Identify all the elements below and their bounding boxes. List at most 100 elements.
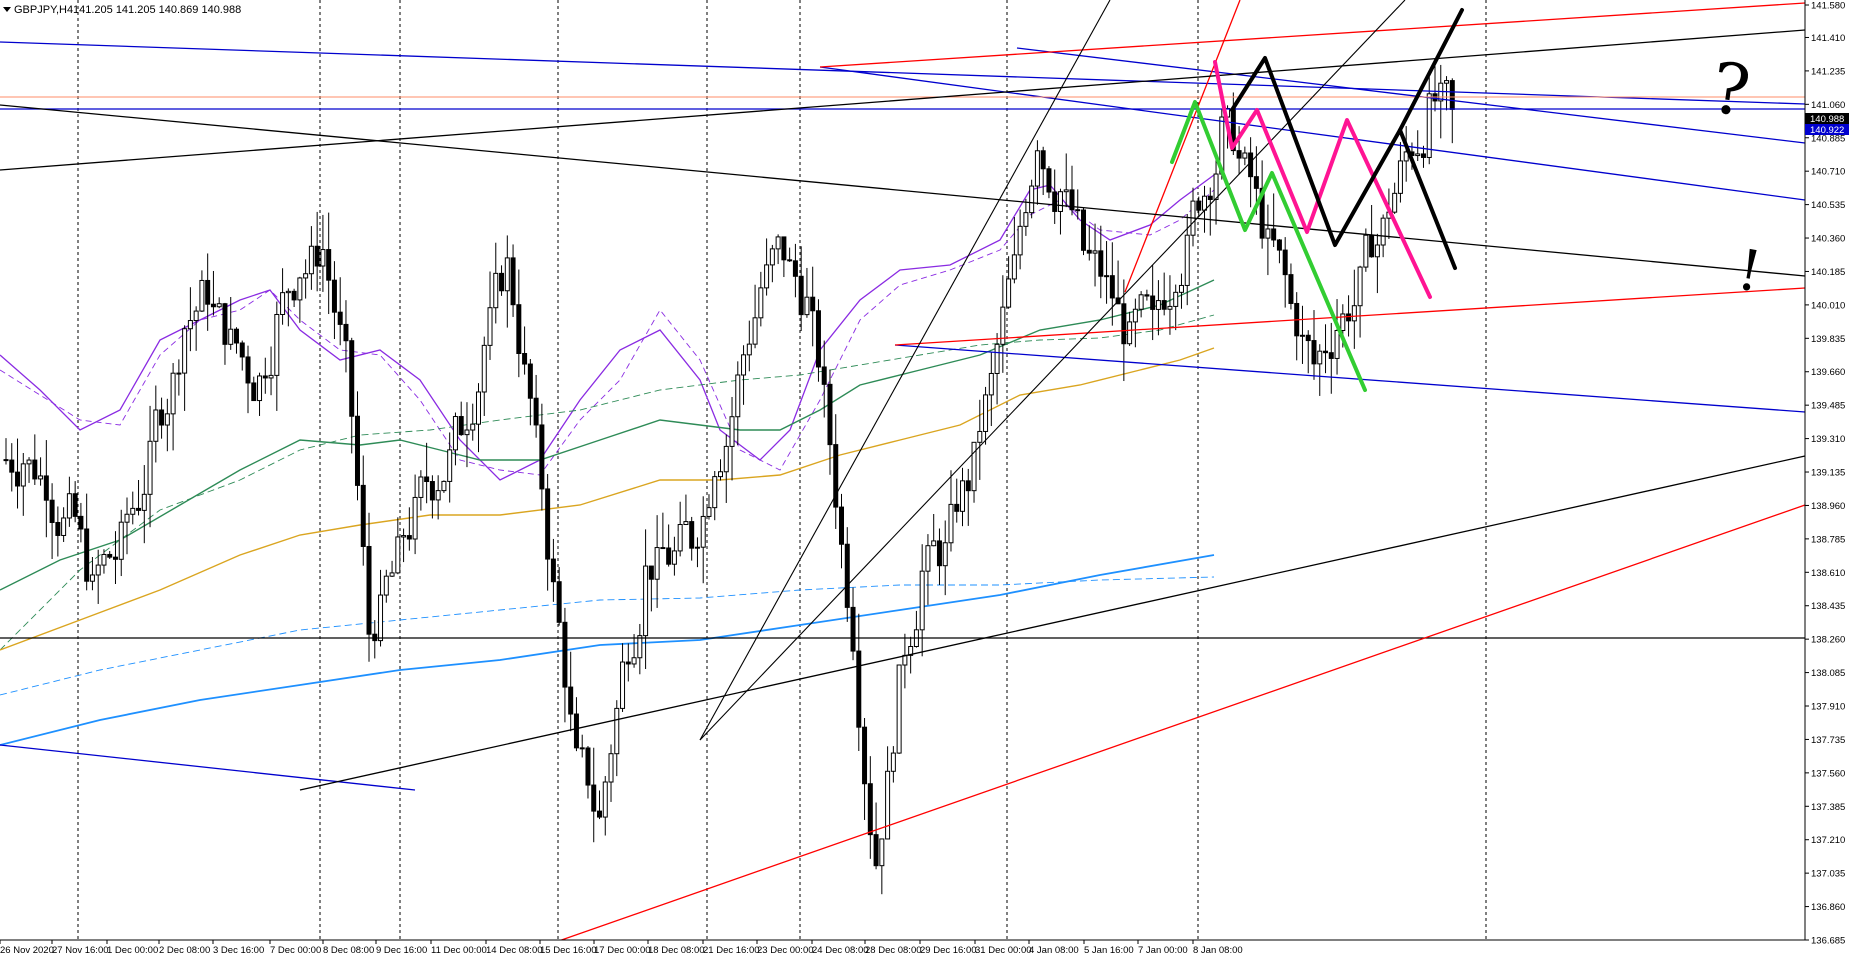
candle-body [1357,266,1363,307]
candle-body [475,391,481,425]
candle-body [516,304,522,354]
candle-body [429,481,435,501]
candle-body [1202,195,1208,211]
candle-body [718,471,723,478]
candle-body [395,536,401,574]
y-tick-label: 138.085 [1811,668,1845,679]
candle-body [815,310,821,368]
candle-body [1265,228,1271,239]
projection-green [1170,100,1367,392]
candle-body [608,753,614,783]
candle-body [700,515,706,548]
ohlc-values: 141.205 141.205 140.869 140.988 [73,4,241,16]
trend-blue-lower [894,344,1806,413]
candle-body [666,547,672,565]
trend-blue-bottom-left [0,744,416,791]
y-tick-label: 138.260 [1811,635,1845,646]
candle-body [481,344,487,393]
candle-body [1150,295,1156,310]
y-tick-label: 140.535 [1811,200,1845,211]
candle-body [95,564,101,576]
candle-body [1426,93,1432,158]
candle-body [493,272,499,309]
candle-body [977,430,983,443]
y-tick-label: 139.135 [1811,468,1845,479]
candle-body [1351,305,1357,322]
y-tick-label: 136.685 [1811,936,1845,947]
candle-body [539,424,545,490]
moving-averages [0,174,1215,746]
candle-body [257,375,263,402]
candle-body [262,375,268,379]
candle-body [343,323,349,342]
candle-body [136,507,142,511]
candle-body [798,275,804,316]
candle-body [1127,321,1133,345]
candle-body [683,521,689,526]
candle-body [239,342,245,358]
ma-green-dashed [0,314,1215,651]
candle-body [205,279,211,305]
candle-body [729,416,735,447]
candle-body [303,273,309,279]
y-tick-label: 138.785 [1811,534,1845,545]
candle-body [1253,176,1259,189]
candle-body [1403,151,1409,162]
candle-body [689,521,695,549]
candle-body [585,747,591,786]
candle-body [614,707,620,755]
candle-body [61,517,67,536]
candle-body [1363,234,1369,268]
candle-body [15,471,21,487]
symbol-label: GBPJPY,H4 [14,4,73,16]
candle-body [1011,254,1017,280]
y-axis-ticks: 141.580 141.410 141.235 141.060 140.885 140.7… [1805,1,1845,947]
candle-body [931,540,937,547]
candle-body [487,307,493,346]
candle-body [1144,294,1150,297]
candle-body [101,553,107,566]
candle-body [602,781,608,818]
x-tick-label: 7 Dec 00:00 [270,945,321,956]
x-tick-label: 29 Dec 16:00 [920,945,977,956]
candle-body [1236,150,1242,159]
candle-body [677,524,683,552]
trend-black-top [0,29,1806,171]
candle-body [360,484,366,547]
trend-lines [0,0,1806,958]
candle-body [1184,234,1190,286]
candle-body [1196,200,1202,211]
y-axis-panel[interactable] [1805,0,1849,958]
candle-body [118,521,124,560]
x-tick-label: 4 Jan 08:00 [1029,945,1079,956]
candle-body [1000,306,1006,345]
x-axis-panel[interactable] [0,940,1805,958]
candle-body [1207,195,1213,200]
candle-body [274,313,280,376]
question-mark-annotation: ? [1706,46,1755,132]
candle-body [522,352,528,365]
candle-body [965,480,971,492]
candle-body [268,374,274,379]
candle-body [1098,250,1104,277]
grid-layer [77,0,1487,940]
candle-body [833,444,839,508]
candle-body [412,496,418,540]
dropdown-triangle-icon [3,7,11,12]
projection-paths [1170,8,1464,392]
candle-body [291,290,297,301]
candle-body [331,279,337,313]
candle-body [971,441,977,492]
candle-body [1046,168,1052,193]
candle-body [43,475,49,501]
ma-green [0,279,1215,591]
y-tick-label: 141.060 [1811,100,1845,111]
y-tick-label: 137.385 [1811,802,1845,813]
candle-body [406,535,412,540]
y-tick-label: 139.660 [1811,367,1845,378]
candle-body [752,317,758,345]
candle-body [1017,225,1023,256]
projection-black-up [1398,8,1464,132]
